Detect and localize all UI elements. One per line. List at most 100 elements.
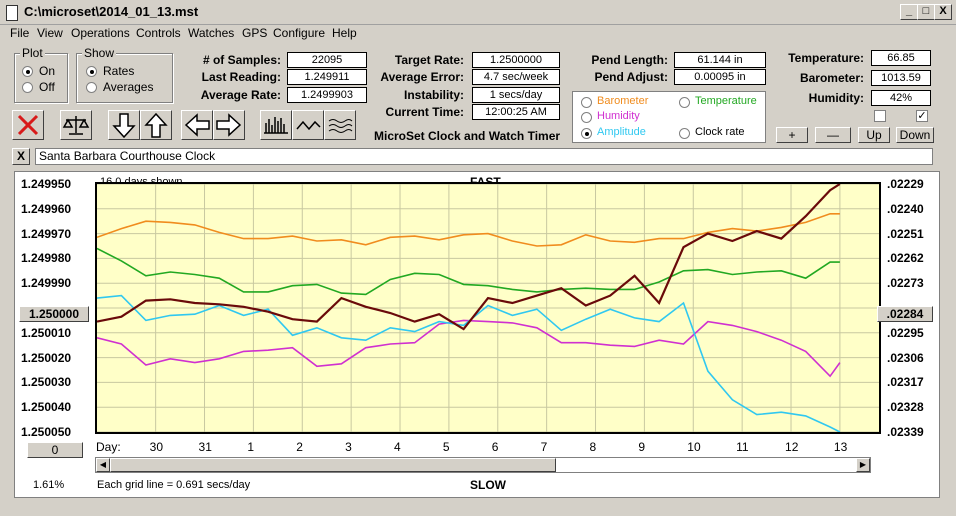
arrow-down-icon bbox=[112, 113, 136, 139]
y-tick-right: .02317 bbox=[887, 375, 924, 390]
x-tick-day: 30 bbox=[149, 440, 163, 454]
current-time-label: Current Time: bbox=[385, 105, 464, 119]
balance-button[interactable] bbox=[60, 110, 92, 140]
y-tick-right: .02229 bbox=[887, 177, 924, 191]
arrow-right-icon bbox=[216, 113, 242, 137]
show-averages-radio[interactable] bbox=[86, 82, 97, 93]
x-tick-day: 1 bbox=[247, 440, 255, 454]
instability-label: Instability: bbox=[403, 88, 464, 102]
chart-panel: 16.0 days shown FAST 1.250000 .02284 Day… bbox=[14, 171, 940, 498]
pend-adjust-value: 0.00095 in bbox=[674, 69, 766, 85]
env-checkbox-2[interactable]: ✓ bbox=[916, 110, 928, 122]
close-button[interactable]: X bbox=[934, 4, 952, 20]
decrease-button[interactable]: — bbox=[815, 127, 851, 143]
slow-label: SLOW bbox=[470, 478, 506, 492]
x-tick-day: 12 bbox=[785, 440, 799, 454]
x-tick-day: 11 bbox=[736, 440, 749, 454]
y-tick-left: 1.250030 bbox=[21, 375, 72, 390]
series-humidity-radio[interactable] bbox=[581, 112, 592, 123]
y-tick-left: 1.249990 bbox=[21, 276, 72, 291]
wave-icon bbox=[328, 119, 353, 133]
menu-bar: File View Operations Controls Watches GP… bbox=[0, 24, 956, 42]
histogram-icon bbox=[264, 117, 288, 134]
average-error-label: Average Error: bbox=[380, 70, 464, 84]
arrow-up-button[interactable] bbox=[140, 110, 172, 140]
arrow-right-button[interactable] bbox=[213, 110, 245, 140]
series-selector: Barometer Temperature Humidity Amplitude… bbox=[572, 91, 766, 143]
average-error-value: 4.7 sec/week bbox=[472, 69, 560, 85]
title-bar: C:\microset\2014_01_13.mst _ □ X bbox=[0, 0, 956, 25]
env-checkbox-1[interactable] bbox=[874, 110, 886, 122]
plot-group-title: Plot bbox=[20, 46, 45, 60]
menu-configure[interactable]: Configure bbox=[273, 26, 326, 40]
scroll-right-button[interactable]: ▶ bbox=[856, 458, 870, 472]
pend-adjust-label: Pend Adjust: bbox=[594, 70, 668, 84]
samples-value: 22095 bbox=[287, 52, 367, 68]
plot-on-radio[interactable] bbox=[22, 66, 33, 77]
target-rate-value[interactable]: 1.2500000 bbox=[472, 52, 560, 68]
arrow-up-icon bbox=[144, 112, 168, 138]
wave-plot-button[interactable] bbox=[324, 110, 356, 140]
plot-off-radio[interactable] bbox=[22, 82, 33, 93]
series-line-amplitude bbox=[97, 294, 841, 432]
x-tick-day: 3 bbox=[345, 440, 352, 454]
line-plot-button[interactable] bbox=[292, 110, 324, 140]
arrow-left-icon bbox=[184, 113, 210, 137]
menu-watches[interactable]: Watches bbox=[188, 26, 235, 40]
show-rates-radio[interactable] bbox=[86, 66, 97, 77]
current-time-value: 12:00:25 AM bbox=[472, 104, 560, 120]
up-button[interactable]: Up bbox=[858, 127, 890, 143]
series-amplitude-radio[interactable] bbox=[581, 128, 592, 139]
series-temperature-radio[interactable] bbox=[679, 97, 690, 108]
target-rate-label: Target Rate: bbox=[394, 53, 464, 67]
x-tick-day: 10 bbox=[687, 440, 701, 454]
average-rate-label: Average Rate: bbox=[200, 88, 281, 102]
menu-operations[interactable]: Operations bbox=[71, 26, 130, 40]
x-tick-day: 6 bbox=[491, 440, 499, 454]
x-tick-day: 13 bbox=[833, 440, 848, 454]
window-title: C:\microset\2014_01_13.mst bbox=[24, 4, 199, 19]
scroll-track[interactable] bbox=[556, 458, 856, 472]
stop-button[interactable] bbox=[12, 110, 44, 140]
grid-line-note: Each grid line = 0.691 secs/day bbox=[97, 479, 251, 491]
show-averages-label: Averages bbox=[103, 80, 154, 94]
scroll-thumb[interactable] bbox=[110, 458, 556, 472]
show-group bbox=[76, 53, 173, 103]
y-tick-right: .02295 bbox=[887, 325, 924, 340]
histogram-button[interactable] bbox=[260, 110, 292, 140]
clear-name-button[interactable]: X bbox=[12, 148, 30, 165]
y-tick-left: 1.249950 bbox=[21, 177, 72, 191]
down-button[interactable]: Down bbox=[896, 127, 934, 143]
y-tick-left: 1.249960 bbox=[21, 201, 72, 216]
chart-svg bbox=[97, 184, 879, 432]
y-tick-right: .02262 bbox=[887, 251, 924, 266]
scroll-left-button[interactable]: ◀ bbox=[96, 458, 110, 472]
arrow-left-button[interactable] bbox=[181, 110, 213, 140]
humidity-label: Humidity: bbox=[808, 91, 864, 105]
clock-name-input[interactable]: Santa Barbara Courthouse Clock bbox=[35, 148, 933, 165]
temperature-label: Temperature: bbox=[788, 51, 864, 65]
menu-gps[interactable]: GPS bbox=[242, 26, 268, 40]
series-barometer-radio[interactable] bbox=[581, 97, 592, 108]
stop-icon bbox=[17, 114, 39, 136]
y-tick-left: 1.249980 bbox=[21, 251, 72, 266]
center-rate-button[interactable]: 1.250000 bbox=[19, 306, 89, 322]
menu-view[interactable]: View bbox=[37, 26, 63, 40]
horizontal-scrollbar[interactable]: ◀ ▶ bbox=[95, 457, 871, 473]
center-amplitude-button[interactable]: .02284 bbox=[877, 306, 933, 322]
increase-button[interactable]: + bbox=[776, 127, 808, 143]
x-tick-day: 31 bbox=[198, 440, 212, 454]
zero-button[interactable]: 0 bbox=[27, 442, 83, 458]
percent-label: 1.61% bbox=[33, 479, 65, 491]
menu-file[interactable]: File bbox=[10, 26, 30, 40]
arrow-down-button[interactable] bbox=[108, 110, 140, 140]
maximize-button[interactable]: □ bbox=[917, 4, 935, 20]
y-tick-left: 1.250010 bbox=[21, 325, 72, 340]
samples-label: # of Samples: bbox=[202, 53, 281, 67]
instability-value: 1 secs/day bbox=[472, 87, 560, 103]
series-clock-rate-radio[interactable] bbox=[679, 128, 690, 139]
menu-help[interactable]: Help bbox=[332, 26, 357, 40]
menu-controls[interactable]: Controls bbox=[136, 26, 181, 40]
y-tick-right: .02339 bbox=[887, 425, 924, 439]
minimize-button[interactable]: _ bbox=[900, 4, 918, 20]
